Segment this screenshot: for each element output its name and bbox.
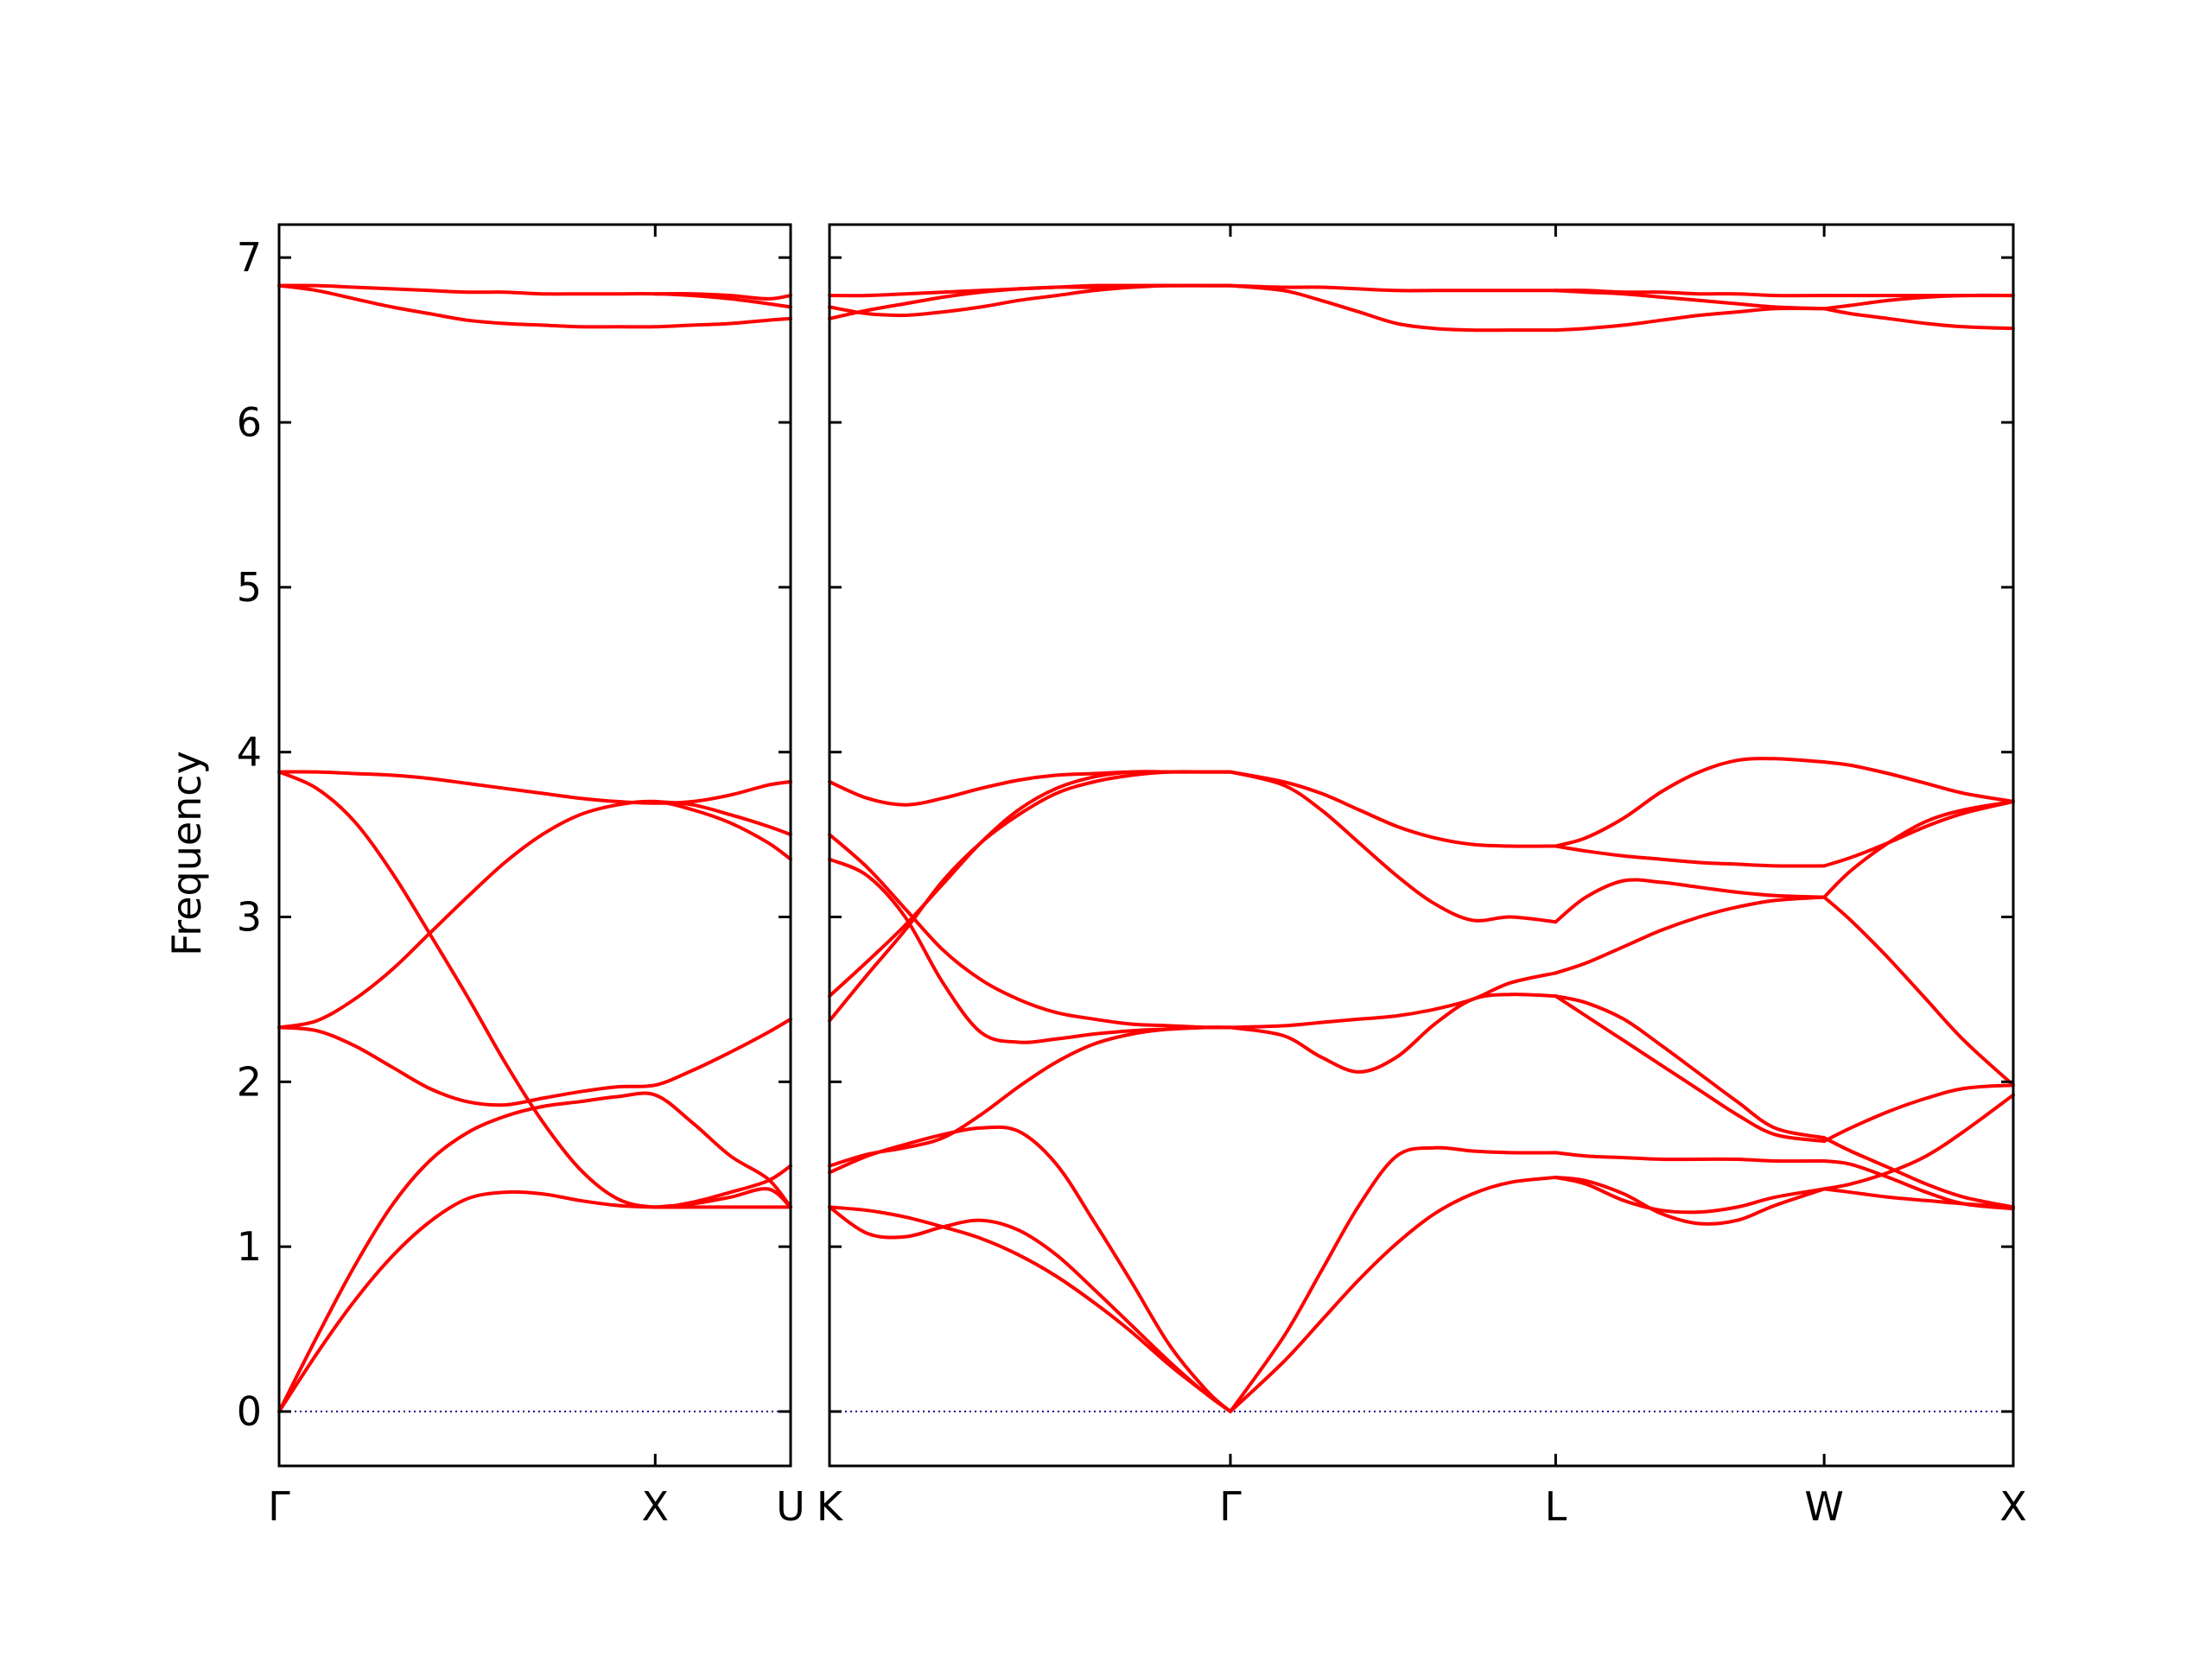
band-right-20 xyxy=(1554,1151,1827,1164)
x-tick-label: X xyxy=(642,1483,670,1530)
band-right-2 xyxy=(828,1125,1232,1413)
y-axis-label: Frequency xyxy=(163,751,210,956)
band-right-39 xyxy=(1822,799,2015,868)
band-right-23 xyxy=(1554,994,1827,1144)
y-tick-label: 2 xyxy=(237,1058,262,1105)
band-left-4 xyxy=(277,770,792,1209)
y-tick-label: 6 xyxy=(237,399,262,446)
band-right-1 xyxy=(828,1205,1232,1413)
band-right-34 xyxy=(1822,1159,2015,1211)
x-tick-label: X xyxy=(1999,1483,2027,1530)
x-tick-label: K xyxy=(817,1483,844,1530)
band-right-27 xyxy=(1554,844,1827,868)
band-right-25 xyxy=(1554,895,1827,975)
panel-frame xyxy=(277,223,792,1468)
x-tick-label: U xyxy=(776,1483,805,1530)
band-right-40 xyxy=(1822,760,2015,803)
y-tick-label: 0 xyxy=(237,1388,262,1435)
band-right-16 xyxy=(1229,770,1558,924)
band-left-10 xyxy=(653,292,792,301)
left-panel: 0 1 2 3 4 5 6 7 Γ X U xyxy=(237,223,805,1530)
band-right-22 xyxy=(1554,1176,1827,1226)
band-right-7 xyxy=(828,833,1232,1030)
band-right-21 xyxy=(1554,1176,1827,1215)
y-tick-label: 3 xyxy=(237,894,262,941)
band-right-32 xyxy=(1822,1093,2015,1191)
band-right-31 xyxy=(1554,289,1827,298)
band-left-2 xyxy=(277,1017,792,1107)
band-right-8 xyxy=(828,770,1232,807)
band-right-28 xyxy=(1554,757,1827,848)
band-left-0 xyxy=(277,1189,792,1413)
y-tick-label: 1 xyxy=(237,1223,262,1270)
y-tick-label: 4 xyxy=(237,729,262,776)
band-left-6 xyxy=(277,283,792,329)
band-left-8 xyxy=(653,799,792,837)
band-right-26 xyxy=(1554,878,1827,924)
band-right-13 xyxy=(1229,1176,1558,1413)
y-tick-label: 7 xyxy=(237,234,262,281)
band-left-3 xyxy=(277,799,792,1030)
x-tick-label: Γ xyxy=(268,1483,290,1530)
band-right-15 xyxy=(1229,971,1558,1030)
band-right-0 xyxy=(828,1205,1232,1413)
band-right-37 xyxy=(1822,895,2015,1088)
band-right-41 xyxy=(1822,307,2015,331)
band-right-6 xyxy=(828,857,1232,1044)
band-right-36 xyxy=(1822,1136,2015,1209)
band-right-12 xyxy=(1229,1145,1558,1413)
x-tick-label: W xyxy=(1804,1483,1843,1530)
band-left-7 xyxy=(277,283,792,309)
panel-frame xyxy=(828,223,2015,1468)
band-right-17 xyxy=(1229,770,1558,848)
band-right-18 xyxy=(1229,283,1558,333)
band-left-5 xyxy=(277,770,792,805)
band-left-9 xyxy=(653,1187,792,1209)
band-right-35 xyxy=(1822,1083,2015,1144)
band-right-11 xyxy=(828,283,1232,298)
band-left-1 xyxy=(277,1091,792,1413)
band-right-14 xyxy=(1229,993,1558,1074)
y-tick-label: 5 xyxy=(237,564,262,611)
band-right-19 xyxy=(1229,283,1558,293)
band-right-24 xyxy=(1554,994,1827,1140)
band-right-38 xyxy=(1822,799,2015,899)
x-tick-label: L xyxy=(1545,1483,1567,1530)
x-tick-label: Γ xyxy=(1219,1483,1242,1530)
band-right-29 xyxy=(1554,307,1827,333)
